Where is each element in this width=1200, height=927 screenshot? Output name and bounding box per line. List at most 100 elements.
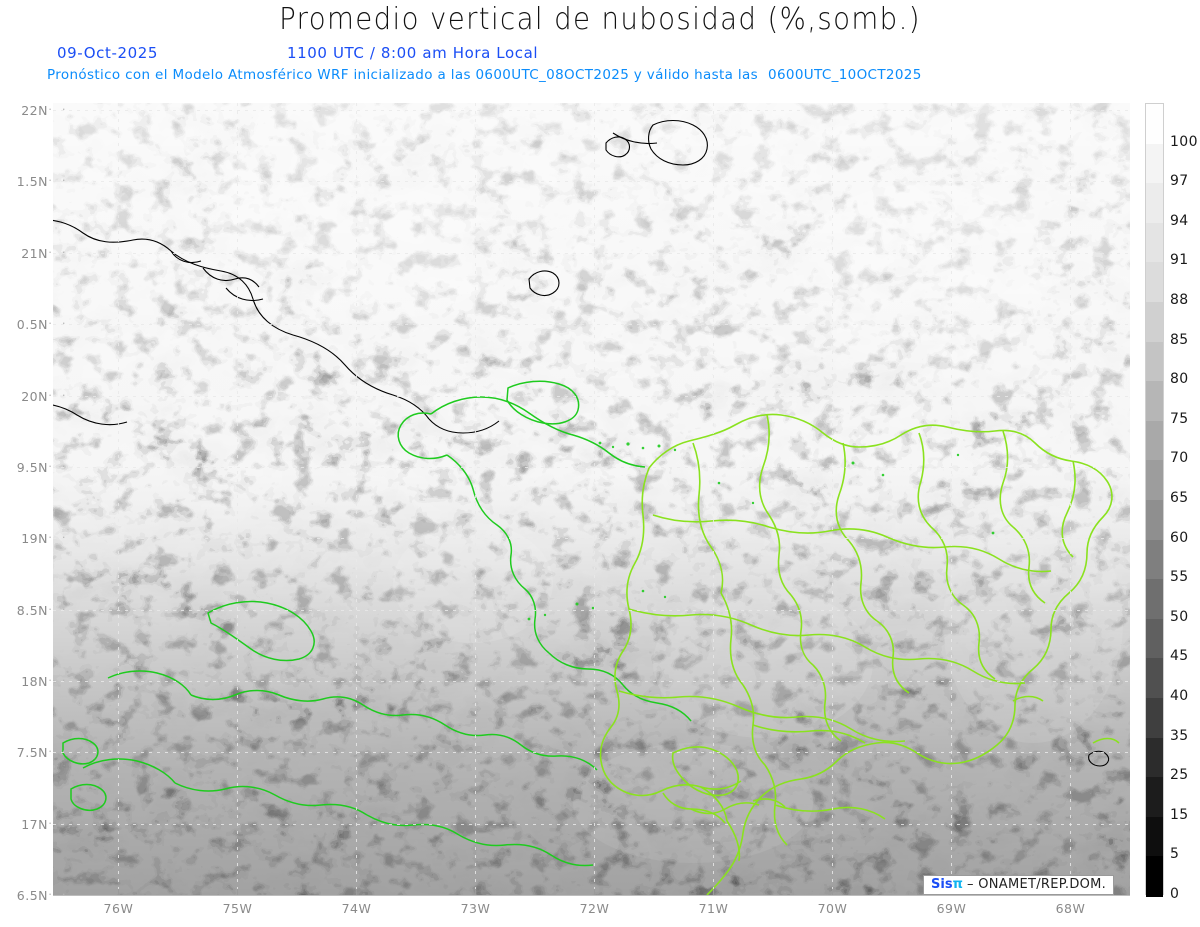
- x-axis-tick: [475, 889, 477, 895]
- x-axis-tick: [118, 889, 120, 895]
- y-axis-label: 1.5N: [16, 174, 48, 190]
- y-axis-tick: · ·: [48, 672, 69, 687]
- colorbar-swatch: [1146, 698, 1163, 739]
- page-title: Promedio vertical de nubosidad (%,somb.): [279, 2, 921, 37]
- colorbar-swatch: [1146, 183, 1163, 224]
- map-speckles: [527, 441, 995, 621]
- x-axis-tick: [237, 889, 239, 895]
- x-axis-label: 75W: [222, 901, 253, 916]
- colorbar-tick-label: 25: [1170, 767, 1189, 784]
- colorbar-tick-label: 94: [1170, 212, 1189, 229]
- forecast-time: 1100 UTC / 8:00 am Hora Local: [287, 44, 539, 62]
- cloud-cover-map[interactable]: [53, 103, 1130, 896]
- colorbar-swatch: [1146, 222, 1163, 263]
- colorbar[interactable]: [1145, 103, 1164, 897]
- x-axis-tick: [594, 889, 596, 895]
- colorbar-swatch: [1146, 816, 1163, 857]
- map-overlays: [53, 119, 1120, 895]
- colorbar-swatch: [1146, 856, 1163, 897]
- subtitle-row-1: 09-Oct-2025 1100 UTC / 8:00 am Hora Loca…: [0, 44, 1200, 64]
- coastline-paths: [53, 119, 1110, 767]
- colorbar-swatch: [1146, 539, 1163, 580]
- y-axis-tick: · ·: [48, 887, 69, 901]
- y-axis-label: 8.5N: [16, 602, 48, 618]
- colorbar-tick-label: 15: [1170, 806, 1189, 823]
- colorbar-swatch: [1146, 777, 1163, 818]
- colorbar-tick-label: 45: [1170, 648, 1189, 665]
- x-axis-label: 69W: [936, 901, 967, 916]
- x-axis-label: 76W: [103, 901, 134, 916]
- x-axis-label: 73W: [460, 901, 491, 916]
- hispaniola-outline: [62, 380, 692, 867]
- y-axis-tick: · ·: [48, 244, 69, 259]
- colorbar-tick-label: 55: [1170, 569, 1189, 586]
- logo-agency-text: – ONAMET/REP.DOM.: [967, 877, 1107, 892]
- colorbar-tick-label: 100: [1170, 133, 1198, 150]
- x-axis-label: 71W: [698, 901, 729, 916]
- colorbar-tick-label: 65: [1170, 490, 1189, 506]
- colorbar-swatch: [1146, 143, 1163, 184]
- y-axis-tick: · ·: [48, 458, 69, 473]
- colorbar-swatch: [1146, 302, 1163, 343]
- colorbar-swatch: [1146, 381, 1163, 422]
- colorbar-tick-label: 35: [1170, 727, 1189, 744]
- colorbar-tick-label: 88: [1170, 292, 1189, 308]
- colorbar-tick-label: 0: [1170, 886, 1180, 902]
- x-axis-label: 74W: [341, 901, 372, 916]
- y-axis-tick: · ·: [48, 530, 69, 545]
- cloudiness-shaded-field: [53, 103, 1130, 895]
- y-axis-label: 9.5N: [16, 459, 48, 475]
- colorbar-swatch: [1146, 737, 1163, 778]
- y-axis-label: 20N: [21, 388, 48, 404]
- colorbar-swatch: [1146, 658, 1163, 699]
- colorbar-swatch: [1146, 104, 1163, 145]
- colorbar-swatch: [1146, 579, 1163, 620]
- y-axis-tick: · ·: [48, 815, 69, 830]
- y-axis-label: 6.5N: [16, 888, 48, 903]
- colorbar-tick-label: 91: [1170, 252, 1189, 269]
- colorbar-tick-label: 5: [1170, 846, 1180, 863]
- colorbar-swatch: [1146, 500, 1163, 541]
- x-axis-label: 68W: [1055, 901, 1086, 916]
- y-axis-label: 17N: [21, 816, 48, 832]
- colorbar-tick-label: 97: [1170, 173, 1189, 190]
- x-axis-label: 72W: [579, 901, 610, 916]
- colorbar-swatch: [1146, 341, 1163, 382]
- colorbar-swatch: [1146, 460, 1163, 501]
- x-axis-label: 70W: [817, 901, 848, 916]
- colorbar-swatch: [1146, 420, 1163, 461]
- y-axis-label: 7.5N: [16, 745, 48, 761]
- forecast-description-b: 0600UTC_10OCT2025: [768, 67, 922, 83]
- logo-sis-text: Sis: [931, 877, 953, 892]
- forecast-description-a: Pronóstico con el Modelo Atmosférico WRF…: [47, 67, 759, 83]
- y-axis-tick: · ·: [48, 744, 69, 759]
- colorbar-tick-label: 80: [1170, 371, 1189, 388]
- colorbar-tick-label: 40: [1170, 688, 1189, 704]
- x-axis-tick: [832, 889, 834, 895]
- y-axis-tick: · ·: [48, 316, 69, 331]
- y-axis-label: 21N: [21, 245, 48, 261]
- colorbar-tick-label: 85: [1170, 331, 1189, 348]
- y-axis-label: 19N: [21, 531, 48, 547]
- colorbar-tick-label: 50: [1170, 608, 1189, 625]
- y-axis-tick: · ·: [48, 387, 69, 402]
- forecast-description: Pronóstico con el Modelo Atmosférico WRF…: [47, 67, 1167, 83]
- y-axis-label: 18N: [21, 673, 48, 689]
- colorbar-tick-label: 60: [1170, 529, 1189, 546]
- colorbar-tick-label: 70: [1170, 450, 1189, 467]
- y-axis-tick: · ·: [48, 102, 69, 117]
- x-axis-tick: [356, 889, 358, 895]
- y-axis-tick: · ·: [48, 601, 69, 616]
- dominican-republic-provinces: [599, 413, 1120, 895]
- y-axis-label: 22N: [21, 103, 48, 119]
- colorbar-tick-label: 75: [1170, 410, 1189, 427]
- forecast-date: 09-Oct-2025: [57, 44, 159, 62]
- y-axis-label: 0.5N: [16, 317, 48, 333]
- y-axis-tick: · ·: [48, 173, 69, 188]
- onamet-logo: Sisπ – ONAMET/REP.DOM.: [923, 875, 1115, 895]
- colorbar-swatch: [1146, 262, 1163, 303]
- colorbar-swatch: [1146, 618, 1163, 659]
- logo-pi-icon: π: [952, 877, 963, 892]
- x-axis-tick: [713, 889, 715, 895]
